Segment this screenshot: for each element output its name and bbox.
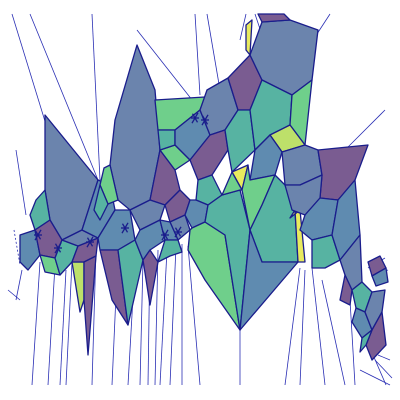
voronoi-edge (164, 229, 169, 236)
voronoi-cell (239, 229, 299, 331)
unbounded-edge (29, 13, 99, 181)
voronoi-edge (86, 241, 91, 248)
voronoi-edge (174, 231, 179, 238)
voronoi-edge (124, 227, 129, 233)
voronoi-edge (191, 117, 196, 124)
unbounded-edge (359, 369, 391, 386)
unbounded-edge (15, 269, 23, 301)
voronoi-edge (89, 241, 94, 247)
unbounded-edge (47, 264, 56, 386)
unbounded-edge (154, 249, 159, 386)
unbounded-edge (374, 359, 393, 379)
voronoi-cell (129, 199, 166, 231)
unbounded-edge (13, 229, 21, 266)
voronoi-cell (245, 19, 253, 56)
voronoi-cell (359, 329, 373, 353)
voronoi-cell (93, 184, 109, 221)
unbounded-edge (349, 299, 356, 386)
voronoi-edge (164, 234, 169, 240)
voronoi-cell (317, 144, 369, 201)
voronoi-edge (161, 230, 166, 236)
unbounded-edges (7, 13, 393, 386)
unbounded-edge (59, 269, 67, 386)
voronoi-cell (364, 289, 386, 331)
unbounded-edge (206, 13, 221, 91)
voronoi-cell (339, 274, 353, 306)
voronoi-cell (257, 13, 291, 23)
unbounded-edge (321, 279, 346, 386)
unbounded-edge (65, 261, 73, 386)
unbounded-edge (159, 249, 168, 386)
voronoi-cell (142, 249, 159, 306)
voronoi-edge (191, 113, 196, 119)
unbounded-edge (311, 267, 326, 386)
voronoi-edge (57, 247, 62, 253)
voronoi-edge (37, 234, 42, 240)
unbounded-edge (187, 245, 201, 386)
voronoi-edge (161, 234, 166, 241)
voronoi-edge (86, 237, 91, 243)
voronoi-edge (57, 242, 62, 249)
voronoi-edge (124, 222, 129, 229)
unbounded-edge (344, 109, 386, 151)
unbounded-edge (169, 245, 177, 386)
unbounded-edge (91, 13, 101, 181)
voronoi-edge (201, 119, 206, 126)
unbounded-edge (15, 149, 27, 216)
unbounded-edge (91, 249, 97, 386)
voronoi-edge (54, 247, 59, 254)
voronoi-edge (201, 115, 206, 121)
voronoi-edge (34, 234, 39, 241)
voronoi-edge (204, 119, 209, 125)
voronoi-edge (194, 112, 199, 119)
voronoi-edge (54, 243, 59, 249)
voronoi-edge (34, 230, 39, 236)
unbounded-edge (136, 29, 201, 111)
unbounded-edge (299, 269, 306, 386)
voronoi-edge (89, 236, 94, 243)
voronoi-edge (177, 231, 182, 237)
voronoi-cell (204, 189, 251, 331)
unbounded-edge (239, 13, 247, 41)
voronoi-cell (371, 267, 389, 287)
voronoi-cell (29, 189, 51, 231)
unbounded-edge (284, 267, 301, 386)
voronoi-cell (249, 134, 283, 181)
voronoi-cell (71, 261, 85, 313)
voronoi-cell (157, 239, 183, 263)
voronoi-edge (174, 227, 179, 233)
voronoi-cell (83, 255, 97, 356)
unbounded-edge (139, 259, 144, 386)
voronoi-edge (194, 117, 199, 123)
voronoi-cells (19, 13, 389, 361)
unbounded-edge (377, 354, 391, 361)
voronoi-edge (177, 226, 182, 233)
voronoi-edge (121, 227, 126, 234)
voronoi-cell (311, 234, 341, 269)
unbounded-edge (31, 261, 41, 386)
voronoi-edge (37, 229, 42, 236)
voronoi-edge (121, 223, 126, 229)
unbounded-edge (7, 289, 21, 301)
unbounded-edge (194, 13, 201, 96)
voronoi-edge (204, 114, 209, 121)
